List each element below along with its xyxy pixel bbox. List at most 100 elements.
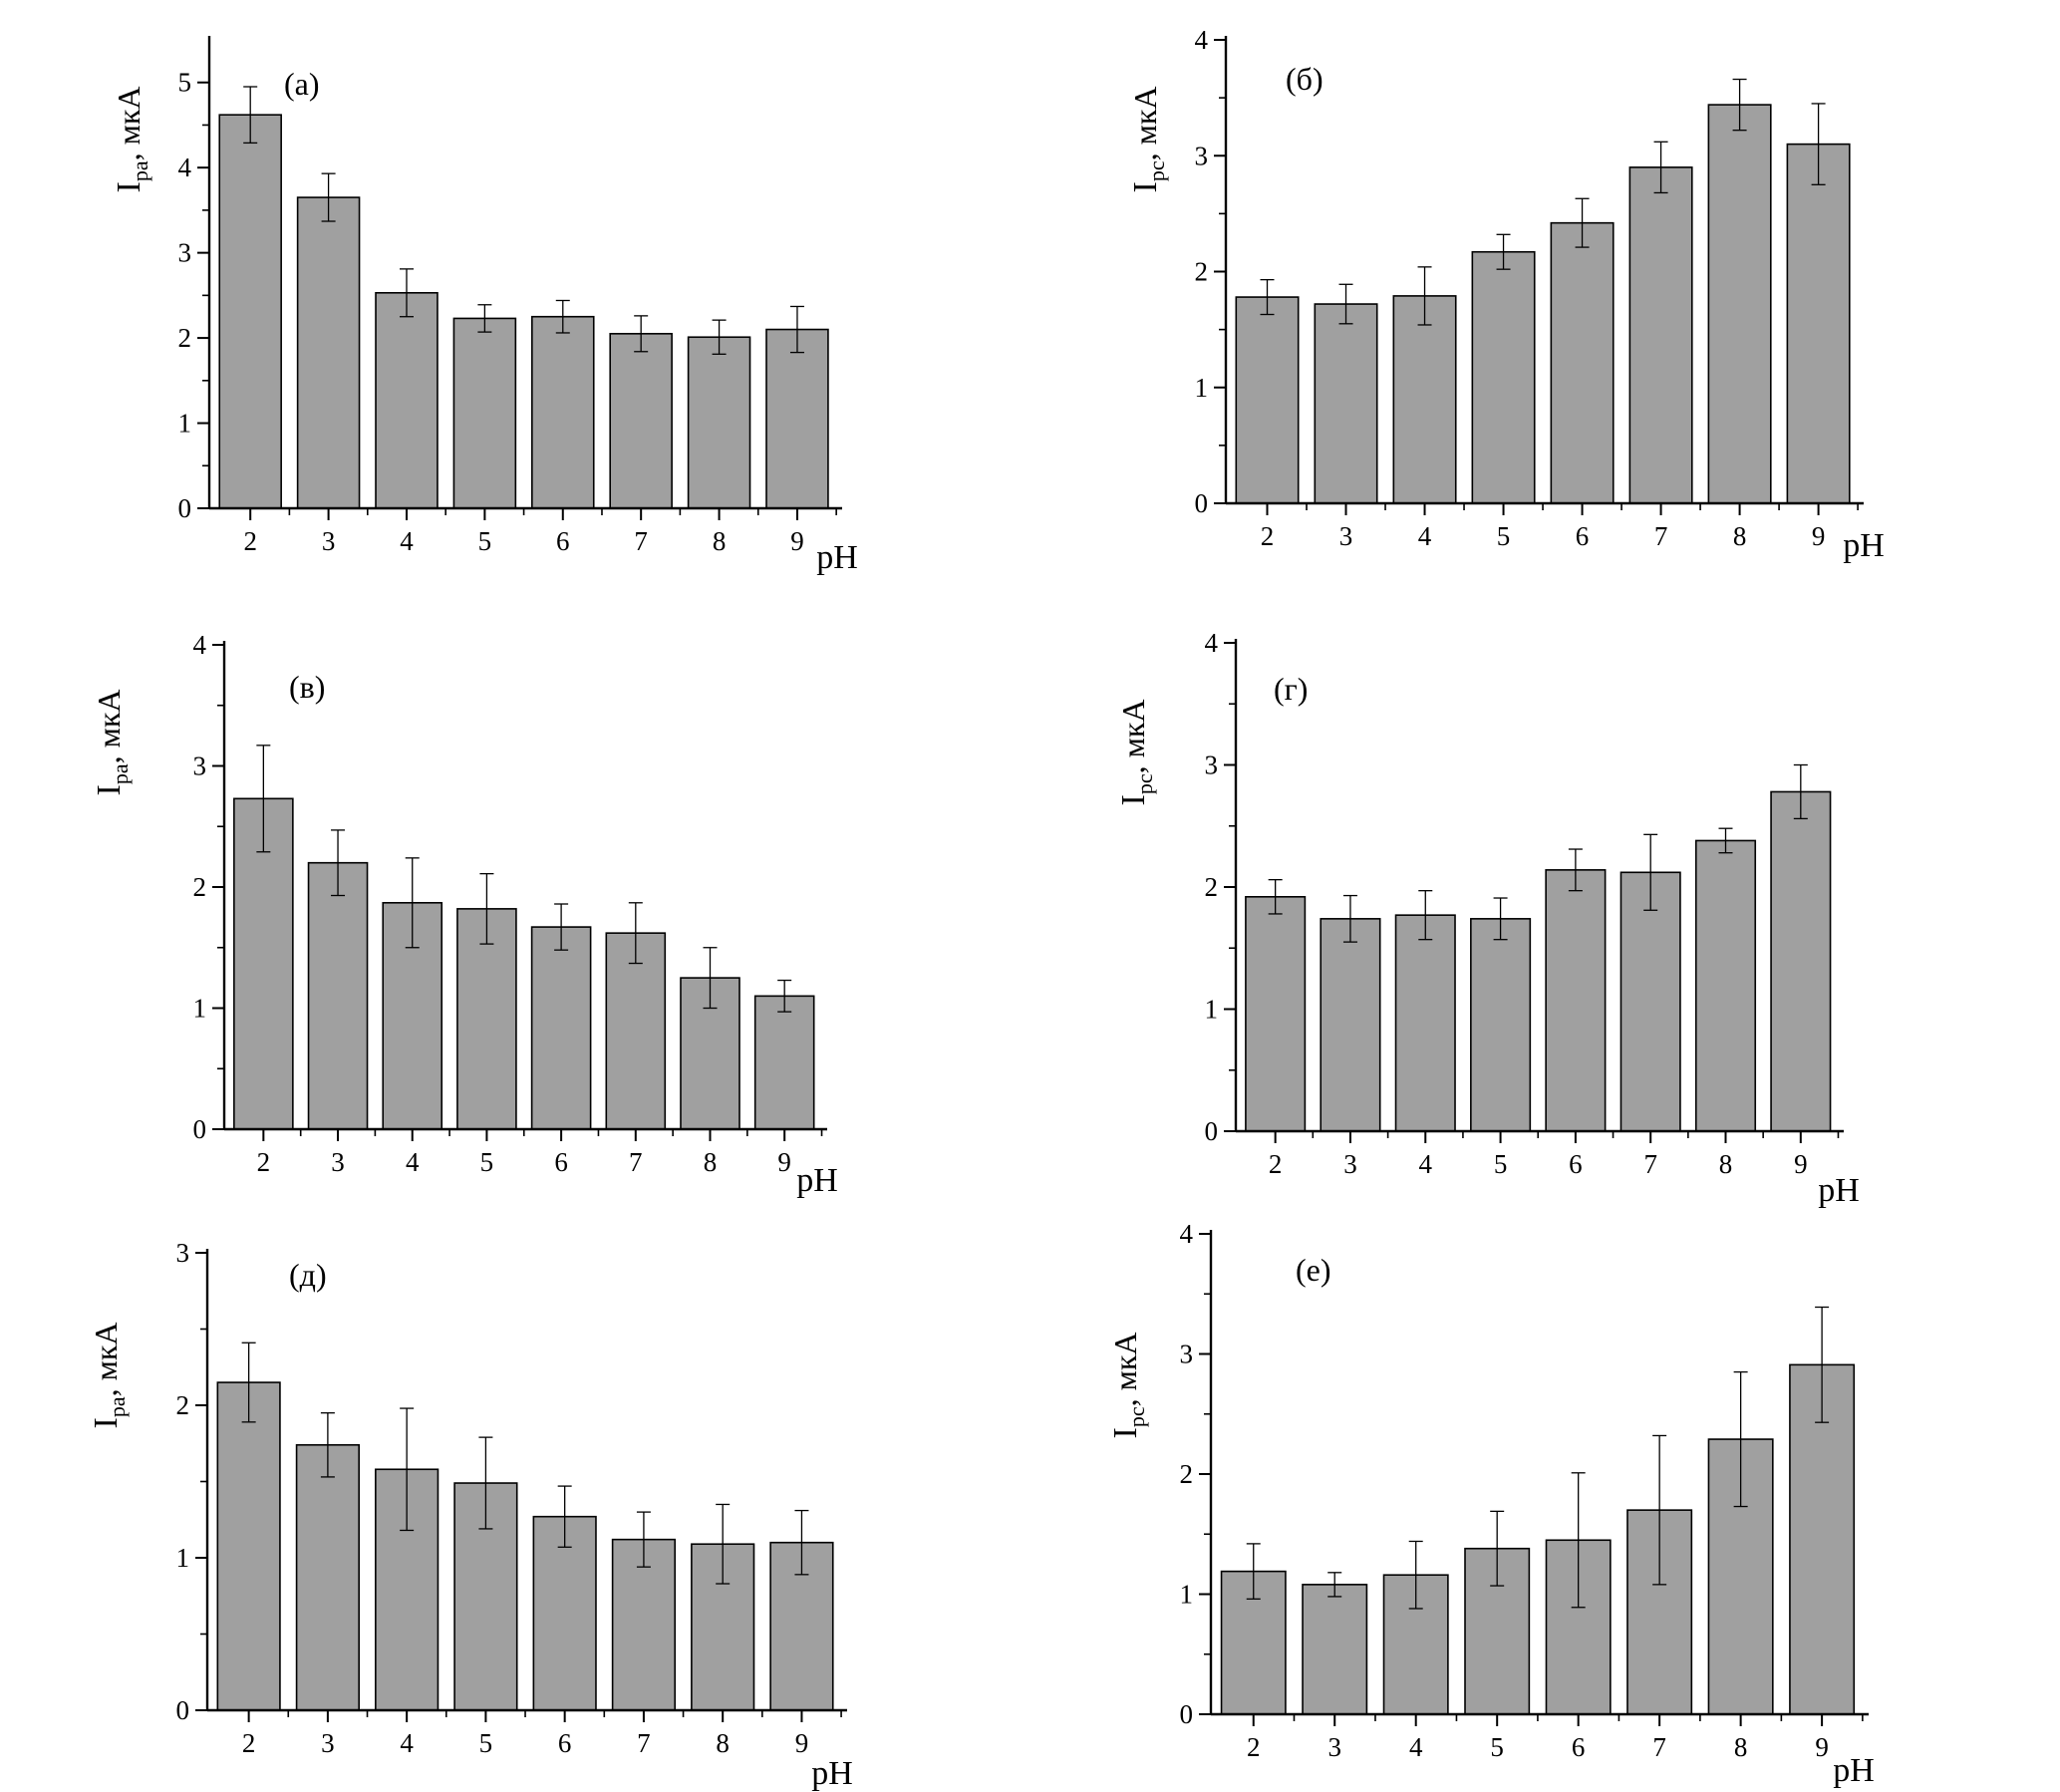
x-tick-label: 9 bbox=[790, 526, 804, 556]
y-tick-label: 1 bbox=[1195, 373, 1209, 403]
y-axis-label-subscript: pa bbox=[105, 1396, 130, 1417]
y-tick-label: 2 bbox=[178, 323, 192, 353]
x-tick-label: 6 bbox=[1576, 521, 1590, 551]
x-tick-label: 2 bbox=[242, 1728, 256, 1758]
panel-label: (б) bbox=[1286, 61, 1324, 97]
y-tick-label: 1 bbox=[193, 994, 207, 1024]
bar bbox=[216, 1381, 281, 1711]
y-axis-label-symbol: I bbox=[1127, 181, 1164, 192]
y-axis-label-subscript: pc bbox=[1124, 1406, 1149, 1427]
x-tick-label: 7 bbox=[1652, 1732, 1666, 1762]
x-tick-label: 2 bbox=[257, 1147, 271, 1177]
bar bbox=[530, 926, 592, 1130]
y-tick-label: 0 bbox=[1180, 1699, 1194, 1729]
y-tick-label: 3 bbox=[1180, 1340, 1194, 1369]
bar bbox=[769, 1541, 834, 1711]
bar bbox=[753, 995, 815, 1130]
panel-label: (г) bbox=[1274, 671, 1308, 707]
x-tick-label: 9 bbox=[795, 1728, 809, 1758]
y-axis-label-subscript: pc bbox=[1132, 773, 1157, 794]
bar bbox=[296, 196, 361, 509]
y-tick-label: 2 bbox=[1205, 872, 1219, 902]
y-axis-label-symbol: I bbox=[1115, 794, 1152, 805]
y-tick-label: 5 bbox=[178, 68, 192, 98]
bar bbox=[1394, 914, 1456, 1132]
x-tick-label: 2 bbox=[1269, 1149, 1283, 1179]
bar bbox=[1550, 221, 1615, 504]
chart-panel-5: 0 1 2 3 2 3 4 5 6 7 8 9 (д) Ipa, мкА pH bbox=[88, 1238, 853, 1792]
y-axis-label: Ipc, мкА bbox=[1115, 700, 1157, 806]
x-tick-label: 8 bbox=[1733, 521, 1747, 551]
y-tick-label: 2 bbox=[1180, 1459, 1194, 1489]
x-tick-label: 7 bbox=[1643, 1149, 1657, 1179]
y-tick-label: 2 bbox=[193, 872, 207, 902]
x-tick-label: 9 bbox=[1794, 1149, 1808, 1179]
x-axis-label: pH bbox=[1818, 1172, 1860, 1209]
chart-panel-4: 0 1 2 3 4 2 3 4 5 6 7 8 9 (г) Ipc, мкА pH bbox=[1115, 628, 1860, 1209]
x-tick-label: 3 bbox=[1343, 1149, 1357, 1179]
y-axis-label-unit: , мкА bbox=[91, 690, 127, 764]
y-axis-label-symbol: I bbox=[1107, 1427, 1144, 1438]
x-tick-label: 4 bbox=[400, 1728, 414, 1758]
x-tick-label: 3 bbox=[321, 1728, 335, 1758]
y-tick-label: 1 bbox=[178, 409, 192, 439]
x-tick-label: 6 bbox=[558, 1728, 572, 1758]
y-axis-label-subscript: pa bbox=[128, 160, 152, 181]
y-tick-label: 3 bbox=[1205, 750, 1219, 780]
x-tick-label: 5 bbox=[1490, 1732, 1504, 1762]
y-tick-label: 0 bbox=[1205, 1116, 1219, 1146]
bar bbox=[1770, 790, 1832, 1132]
x-tick-label: 5 bbox=[1497, 521, 1511, 551]
y-tick-label: 2 bbox=[176, 1390, 190, 1420]
x-tick-label: 7 bbox=[629, 1147, 643, 1177]
x-axis-label: pH bbox=[811, 1755, 853, 1792]
bar bbox=[1628, 166, 1693, 504]
y-tick-label: 4 bbox=[1205, 628, 1219, 658]
y-axis-label-unit: , мкА bbox=[88, 1323, 124, 1397]
y-tick-label: 0 bbox=[178, 493, 192, 523]
chart-panel-2: 0 1 2 3 4 2 3 4 5 6 7 8 9 (б) Ipc, мкА pH bbox=[1127, 25, 1885, 564]
x-tick-label: 4 bbox=[1418, 521, 1432, 551]
x-axis-label: pH bbox=[1843, 527, 1885, 564]
x-tick-label: 3 bbox=[1339, 521, 1353, 551]
y-tick-label: 1 bbox=[1205, 995, 1219, 1025]
x-tick-label: 6 bbox=[1569, 1149, 1583, 1179]
panel-label: (в) bbox=[289, 669, 325, 705]
y-tick-label: 0 bbox=[176, 1695, 190, 1725]
x-tick-label: 8 bbox=[713, 526, 727, 556]
y-axis-label-subscript: pa bbox=[108, 763, 133, 784]
y-axis-label-subscript: pc bbox=[1144, 160, 1169, 181]
bar bbox=[1302, 1584, 1368, 1715]
bar bbox=[765, 328, 829, 509]
x-tick-label: 5 bbox=[1494, 1149, 1508, 1179]
bar bbox=[307, 861, 369, 1130]
bar bbox=[233, 797, 294, 1130]
y-axis-label: Ipa, мкА bbox=[91, 690, 133, 796]
bar bbox=[1392, 295, 1457, 504]
y-axis-label-unit: , мкА bbox=[1115, 700, 1151, 774]
y-tick-label: 4 bbox=[1195, 25, 1209, 55]
x-tick-label: 6 bbox=[556, 526, 570, 556]
bar bbox=[452, 317, 517, 509]
x-tick-label: 7 bbox=[1654, 521, 1668, 551]
x-tick-label: 8 bbox=[716, 1728, 730, 1758]
y-axis-label: Ipa, мкА bbox=[88, 1323, 130, 1429]
x-tick-label: 8 bbox=[1734, 1732, 1748, 1762]
chart-panel-6: 0 1 2 3 4 2 3 4 5 6 7 8 9 (е) Ipc, мкА pH bbox=[1107, 1219, 1875, 1789]
x-tick-label: 3 bbox=[331, 1147, 345, 1177]
x-tick-label: 9 bbox=[1815, 1732, 1829, 1762]
y-axis-label: Ipc, мкА bbox=[1127, 87, 1169, 193]
y-tick-label: 0 bbox=[193, 1114, 207, 1144]
panel-label: (а) bbox=[284, 66, 320, 102]
y-axis-label-unit: , мкА bbox=[1107, 1333, 1143, 1407]
x-axis-label: pH bbox=[796, 1162, 838, 1199]
x-tick-label: 6 bbox=[1572, 1732, 1586, 1762]
y-tick-label: 3 bbox=[178, 238, 192, 268]
chart-panel-3: 0 1 2 3 4 2 3 4 5 6 7 8 9 (в) Ipa, мкА pH bbox=[91, 630, 838, 1199]
x-tick-label: 5 bbox=[478, 526, 492, 556]
y-tick-label: 4 bbox=[178, 152, 192, 182]
bar bbox=[605, 932, 667, 1130]
bar bbox=[1320, 918, 1381, 1132]
y-tick-label: 4 bbox=[193, 630, 207, 660]
bar bbox=[531, 315, 595, 509]
